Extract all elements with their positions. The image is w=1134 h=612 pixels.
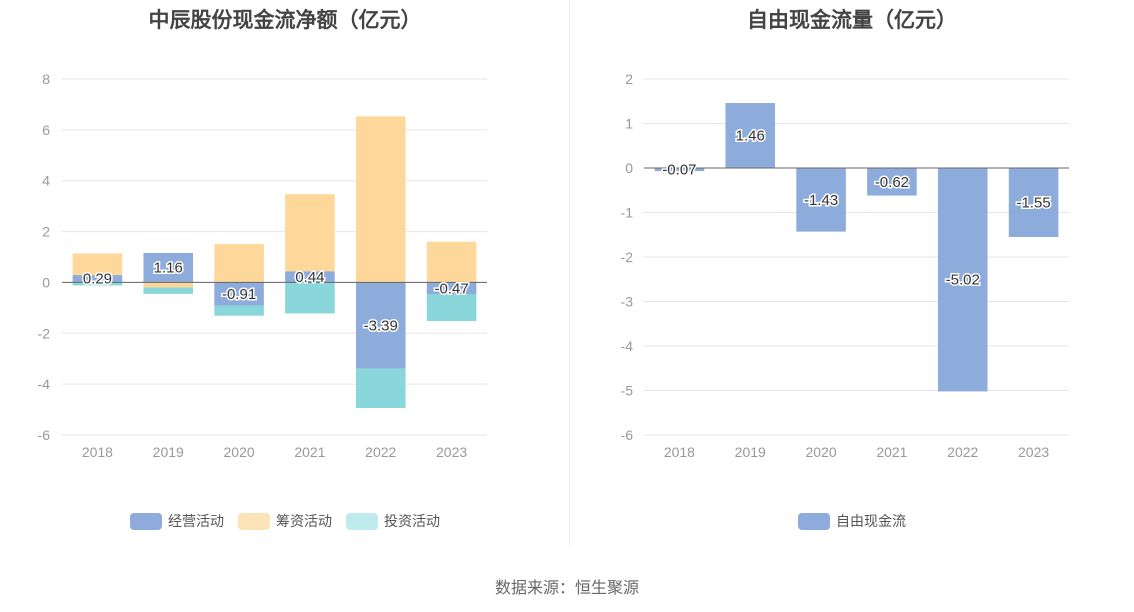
x-tick-label: 2019 bbox=[735, 444, 766, 460]
panel-divider bbox=[569, 0, 570, 545]
bar-segment bbox=[72, 253, 123, 276]
legend-item[interactable]: 投资活动 bbox=[346, 511, 440, 531]
y-tick-label: -1 bbox=[621, 205, 634, 221]
bar-segment bbox=[725, 103, 776, 168]
legend-label: 筹资活动 bbox=[276, 513, 332, 529]
left-chart-legend: 经营活动 筹资活动 投资活动 bbox=[0, 511, 570, 531]
y-tick-label: -5 bbox=[621, 383, 634, 399]
x-tick-label: 2019 bbox=[153, 444, 184, 460]
data-label: 0.29 bbox=[83, 271, 112, 288]
bar-segment bbox=[654, 168, 705, 172]
y-tick-label: 2 bbox=[42, 224, 50, 240]
x-tick-label: 2022 bbox=[947, 444, 978, 460]
data-label: -1.55 bbox=[1016, 194, 1050, 211]
bar-segment bbox=[426, 294, 477, 322]
y-tick-label: 4 bbox=[42, 173, 50, 189]
bar-segment bbox=[355, 282, 406, 369]
data-label: -0.07 bbox=[662, 162, 696, 179]
data-label: -1.43 bbox=[804, 192, 838, 209]
y-tick-label: 8 bbox=[42, 71, 50, 87]
bar-segment bbox=[1008, 168, 1059, 237]
y-tick-label: -2 bbox=[38, 325, 51, 341]
legend-swatch bbox=[130, 512, 162, 530]
x-tick-label: 2021 bbox=[876, 444, 907, 460]
right-chart-panel: 自由现金流量（亿元） 2 1 0 -1 -2 -3 -4 -5 -6 2018 2019 2020 20… bbox=[570, 0, 1134, 545]
y-tick-label: 2 bbox=[625, 71, 633, 87]
bar-segment bbox=[867, 168, 917, 196]
data-label: -3.39 bbox=[364, 318, 398, 335]
bar-segment bbox=[214, 282, 264, 306]
bar-segment bbox=[143, 287, 194, 294]
y-tick-label: -6 bbox=[38, 427, 51, 443]
data-label: -5.02 bbox=[946, 272, 980, 289]
y-tick-label: -4 bbox=[38, 376, 51, 392]
bar-segment bbox=[285, 282, 335, 314]
x-tick-label: 2020 bbox=[224, 444, 255, 460]
bar-segment bbox=[355, 368, 406, 409]
x-tick-label: 2021 bbox=[294, 444, 325, 460]
bar-segment bbox=[796, 168, 846, 232]
x-tick-label: 2020 bbox=[806, 444, 837, 460]
y-tick-label: 6 bbox=[42, 122, 50, 138]
y-tick-label: 0 bbox=[625, 160, 633, 176]
data-label: 0.44 bbox=[295, 269, 324, 286]
bar-segment bbox=[214, 244, 264, 283]
y-tick-label: -4 bbox=[621, 338, 634, 354]
bar-segment bbox=[72, 282, 123, 286]
bar-segment bbox=[426, 241, 477, 283]
bar-segment bbox=[214, 305, 264, 316]
x-tick-label: 2022 bbox=[365, 444, 396, 460]
bar-segment bbox=[285, 271, 335, 283]
data-label: -0.62 bbox=[875, 174, 909, 191]
bar-segment bbox=[426, 282, 477, 295]
left-chart-title: 中辰股份现金流净额（亿元） bbox=[148, 9, 422, 32]
left-chart-svg: 8 6 4 2 0 -2 -4 -6 2018 2019 2020 2021 2022 2023 0.29 1… bbox=[38, 71, 487, 460]
data-label: 1.46 bbox=[736, 128, 765, 145]
legend-label: 投资活动 bbox=[384, 513, 440, 529]
data-label: -0.47 bbox=[434, 280, 468, 297]
bar-segment bbox=[143, 282, 194, 288]
y-tick-label: 1 bbox=[625, 116, 633, 132]
bar-segment bbox=[355, 116, 406, 283]
left-chart-panel: 中辰股份现金流净额（亿元） 8 6 4 2 0 -2 -4 -6 2018 2019 2020 202… bbox=[0, 0, 570, 545]
data-label: 1.16 bbox=[154, 260, 183, 277]
y-tick-label: -6 bbox=[621, 427, 634, 443]
x-tick-label: 2018 bbox=[664, 444, 695, 460]
legend-label: 自由现金流 bbox=[836, 513, 906, 529]
x-tick-label: 2023 bbox=[436, 444, 467, 460]
x-tick-label: 2023 bbox=[1018, 444, 1049, 460]
bar-segment bbox=[285, 194, 335, 272]
bar-segment bbox=[72, 275, 123, 283]
right-chart-legend: 自由现金流 bbox=[570, 511, 1134, 531]
y-tick-label: -3 bbox=[621, 294, 634, 310]
x-tick-label: 2018 bbox=[82, 444, 113, 460]
legend-label: 经营活动 bbox=[168, 513, 224, 529]
right-chart-title: 自由现金流量（亿元） bbox=[747, 9, 957, 32]
legend-item[interactable]: 筹资活动 bbox=[238, 511, 332, 531]
y-tick-label: -2 bbox=[621, 249, 634, 265]
right-chart-svg: 2 1 0 -1 -2 -3 -4 -5 -6 2018 2019 2020 2021 2022 2023 -… bbox=[621, 71, 1069, 460]
data-label: -0.91 bbox=[222, 286, 256, 303]
legend-swatch bbox=[798, 512, 830, 530]
data-source-note: 数据来源：恒生聚源 bbox=[494, 580, 639, 597]
legend-swatch bbox=[238, 512, 270, 530]
bar-segment bbox=[937, 168, 988, 392]
bar-segment bbox=[143, 252, 194, 283]
y-tick-label: 0 bbox=[42, 274, 50, 290]
legend-item[interactable]: 自由现金流 bbox=[798, 511, 906, 531]
legend-item[interactable]: 经营活动 bbox=[130, 511, 224, 531]
legend-swatch bbox=[346, 512, 378, 530]
